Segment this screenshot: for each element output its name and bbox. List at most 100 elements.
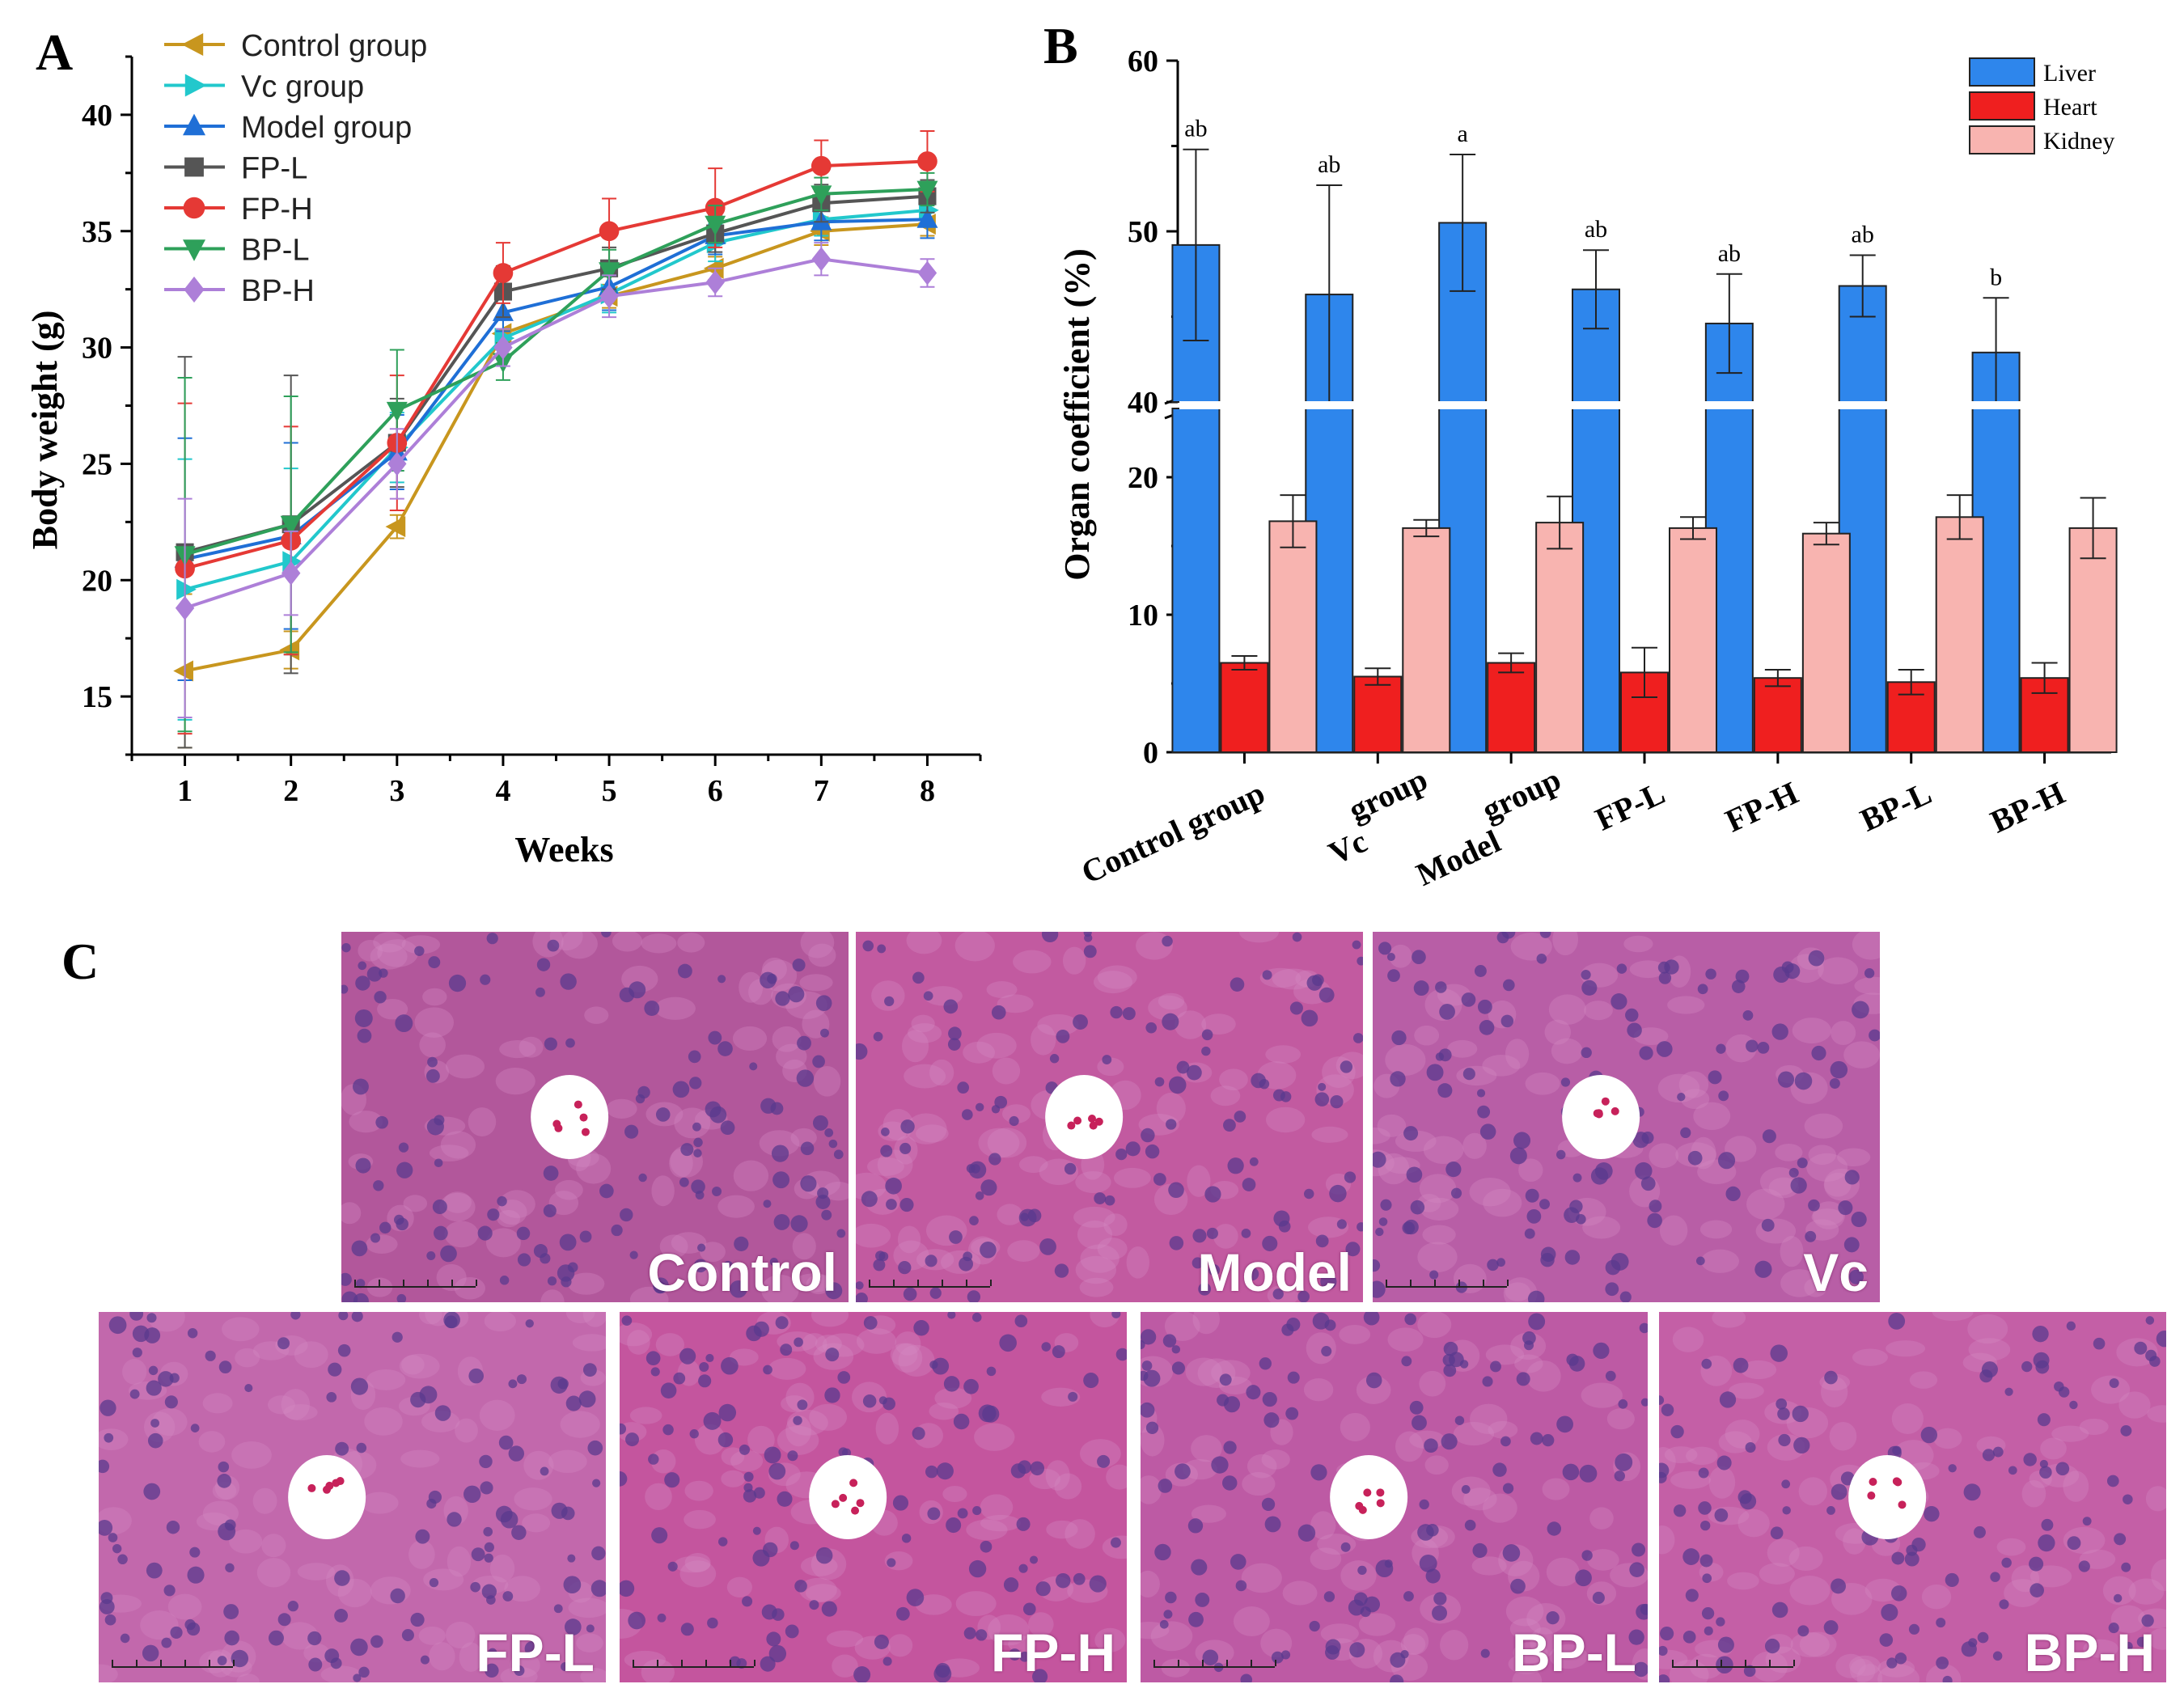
x-tick-label: 8	[920, 774, 935, 808]
tissue-texture	[1141, 1312, 1648, 1682]
histology-label: FP-H	[991, 1623, 1115, 1682]
data-point	[385, 516, 406, 538]
series-line	[184, 194, 928, 554]
legend-swatch	[1969, 125, 2035, 154]
body-weight-line-chart: 15 20 25 30 35 40 1 2 3 4 5 6 7 8 Weeks Body weight (g)…	[25, 29, 982, 870]
histology-image-vc: Vc	[1373, 932, 1880, 1302]
histology-label: Vc	[1803, 1242, 1869, 1302]
scale-bar	[869, 1278, 992, 1288]
data-point	[705, 215, 726, 236]
data-point	[916, 180, 938, 201]
legend-marker	[184, 276, 205, 303]
panel-letter-c: C	[61, 933, 99, 990]
legend-entry: Kidney	[1969, 125, 2114, 154]
legend-entry: Heart	[1969, 91, 2097, 121]
legend-entry: Liver	[1969, 57, 2096, 87]
x-category-text: Model	[1411, 823, 1506, 893]
series-bp-h	[175, 242, 938, 718]
x-tick-label: 3	[389, 774, 404, 808]
x-tick-label: 2	[283, 774, 298, 808]
histology-label: Model	[1197, 1242, 1352, 1302]
central-vein	[1330, 1455, 1408, 1539]
legend-entry: BP-H	[164, 274, 315, 308]
data-point	[811, 185, 832, 206]
histology-image-fp-l: FP-L	[99, 1312, 606, 1682]
data-point	[705, 270, 725, 294]
legend-entry: FP-L	[164, 152, 307, 186]
bar	[1220, 662, 1269, 753]
y-tick-label: 0	[1143, 736, 1158, 770]
central-vein	[288, 1455, 366, 1539]
y-tick-label: 20	[82, 564, 112, 598]
legend-label: Model group	[241, 111, 412, 145]
central-vein	[1045, 1075, 1124, 1159]
legend-label: Control group	[241, 29, 427, 63]
bar-upper	[1438, 222, 1488, 404]
axis-break-gap	[1179, 401, 2113, 409]
x-tick-label: 4	[495, 774, 510, 808]
bar	[1669, 527, 1717, 754]
y-tick-label: 40	[82, 99, 112, 133]
bar	[1535, 522, 1585, 753]
histology-label: Control	[647, 1242, 837, 1302]
series-line	[184, 257, 928, 610]
scale-bar	[1386, 1278, 1509, 1288]
histology-image-fp-h: FP-H	[620, 1312, 1127, 1682]
data-point	[279, 639, 300, 661]
significance-label: ab	[1585, 216, 1607, 243]
scale-bar	[1153, 1658, 1276, 1668]
y-tick-label: 20	[1128, 461, 1158, 495]
legend-entry: Vc group	[164, 70, 364, 104]
significance-label: ab	[1318, 151, 1340, 178]
histology-image-model: Model	[856, 932, 1363, 1302]
y-tick-label: 30	[82, 332, 112, 366]
x-category-text: Vc	[1323, 823, 1372, 871]
scale-bar	[354, 1278, 477, 1288]
x-category-text: FP-L	[1589, 774, 1670, 837]
scale-bar	[112, 1658, 235, 1668]
legend-label: Kidney	[2043, 128, 2114, 154]
x-category-text: BP-H	[1985, 774, 2071, 840]
x-category-text: group	[1343, 760, 1433, 828]
x-tick-label: 1	[177, 774, 193, 808]
legend-marker	[184, 157, 204, 177]
data-point	[599, 284, 619, 309]
histology-image-control: Control	[341, 932, 849, 1302]
legend-label: BP-H	[241, 274, 315, 308]
y-tick-label: 40	[1128, 386, 1158, 420]
x-tick-label: 7	[814, 774, 829, 808]
series-model-group	[174, 200, 938, 681]
series-liver: ab ab a ab ab ab b	[1171, 116, 2021, 753]
data-point	[176, 578, 197, 600]
data-point	[599, 221, 620, 242]
y-tick-label: 15	[82, 680, 112, 714]
x-tick-label: 5	[602, 774, 617, 808]
legend-label: BP-L	[241, 234, 309, 268]
series-kidney	[1268, 494, 2118, 754]
data-point	[386, 401, 408, 422]
panel-letter-a: A	[36, 23, 74, 81]
tissue-texture	[341, 932, 849, 1302]
legend-entry: BP-L	[164, 234, 309, 268]
legend-marker	[181, 33, 204, 56]
series-heart	[1220, 646, 2069, 754]
data-point	[280, 515, 302, 536]
bar-lower	[1171, 408, 1221, 753]
y-tick-label: 10	[1128, 599, 1158, 633]
significance-label: ab	[1184, 116, 1207, 142]
bar	[1801, 532, 1851, 753]
tissue-texture	[1659, 1312, 2166, 1682]
data-point	[281, 561, 301, 586]
central-vein	[809, 1455, 887, 1539]
significance-label: b	[1990, 264, 2002, 290]
legend-label: FP-H	[241, 193, 313, 226]
central-vein	[531, 1075, 609, 1159]
y-tick-label: 60	[1128, 44, 1158, 78]
histology-label: FP-L	[476, 1623, 595, 1682]
bar	[1935, 516, 1984, 753]
y-axis-title: Organ coefficient (%)	[1057, 248, 1097, 581]
data-point	[917, 260, 938, 286]
bar	[1402, 527, 1451, 754]
legend-marker	[183, 239, 205, 261]
